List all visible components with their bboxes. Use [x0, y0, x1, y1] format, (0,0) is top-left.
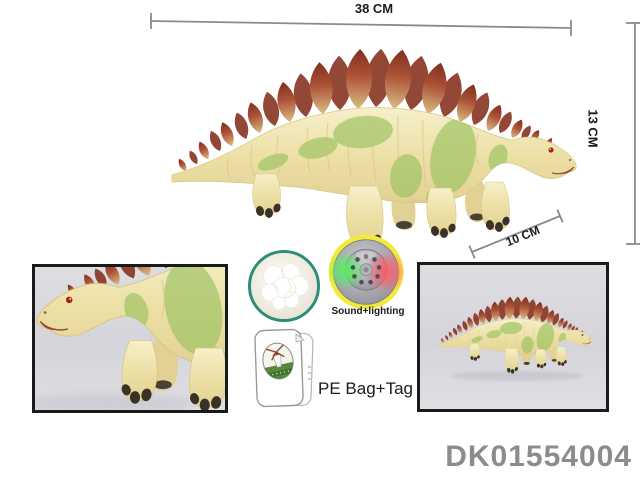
- length-dimension-line: [150, 13, 572, 36]
- detail-photo-head-closeup: [32, 264, 228, 413]
- height-dimension-label: 13 CM: [585, 109, 601, 148]
- detail-photo-side-view: [417, 262, 609, 412]
- packaging-label: PE Bag+Tag: [318, 379, 413, 398]
- sound-lighting-label: Sound+lighting: [331, 306, 405, 317]
- stegosaurus-side-view: [420, 265, 606, 381]
- cotton-fluff-graphic: [251, 253, 317, 319]
- main-product-photo: [168, 36, 580, 252]
- speaker-sound-lighting-icon: [328, 234, 404, 310]
- stegosaurus-toy-illustration: [172, 48, 576, 252]
- cotton-stuffing-icon: [248, 250, 320, 322]
- sku-label: DK01554004: [445, 440, 632, 473]
- height-dimension-line: [626, 22, 640, 245]
- length-dimension-label: 38 CM: [354, 1, 394, 16]
- hang-tag-icon: [254, 328, 314, 408]
- stegosaurus-head-closeup: [35, 267, 225, 410]
